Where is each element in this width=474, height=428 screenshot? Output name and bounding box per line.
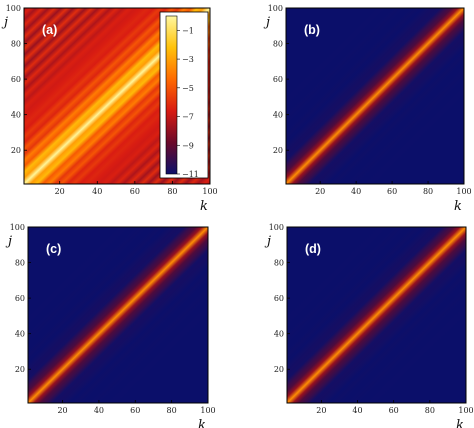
heatmap-field [28, 227, 208, 403]
y-tick-label: 60 [15, 294, 25, 303]
heatmap-field [287, 227, 466, 403]
x-tick-label: 40 [94, 406, 104, 415]
colorbar-tick-label: −5 [182, 84, 194, 93]
x-tick-label: 80 [167, 406, 177, 415]
y-tick-label: 60 [11, 75, 21, 84]
x-tick-label: 100 [202, 187, 217, 196]
y-tick-label: 100 [10, 223, 25, 232]
y-tick-label: 60 [273, 75, 283, 84]
colorbar-tick-label: −3 [182, 55, 194, 64]
y-tick-label: 80 [11, 40, 21, 49]
x-tick-label: 40 [352, 406, 362, 415]
x-tick-label: 60 [387, 187, 397, 196]
y-tick-label: 40 [15, 330, 25, 339]
y-axis-label: j [1, 15, 8, 30]
x-axis-label: k [200, 199, 208, 214]
x-tick-label: 80 [167, 187, 177, 196]
plot-frame [27, 226, 209, 404]
colorbar-tick-label: −1 [182, 26, 194, 35]
heatmap-field [286, 8, 464, 184]
panel-label: (b) [304, 23, 320, 37]
y-tick-label: 100 [6, 4, 21, 13]
y-tick-label: 20 [273, 146, 283, 155]
panel-label: (c) [46, 242, 61, 256]
colorbar-gradient [165, 15, 178, 175]
y-tick-label: 80 [273, 40, 283, 49]
x-tick-label: 20 [55, 187, 65, 196]
plot-frame [286, 226, 467, 404]
y-tick-label: 40 [274, 330, 284, 339]
y-tick-label: 80 [274, 259, 284, 268]
x-axis-label: k [456, 418, 464, 428]
colorbar-tick-label: −7 [182, 113, 194, 122]
x-tick-label: 20 [57, 406, 67, 415]
x-tick-label: 100 [456, 187, 471, 196]
x-axis-label: k [454, 199, 462, 214]
plot-frame [285, 7, 465, 185]
panel-label: (d) [305, 242, 321, 256]
x-axis-label: k [198, 418, 206, 428]
y-tick-label: 100 [268, 4, 283, 13]
y-axis-label: j [263, 15, 270, 30]
plot-frame [23, 7, 211, 185]
x-tick-label: 80 [423, 187, 433, 196]
y-tick-label: 60 [274, 294, 284, 303]
y-tick-label: 40 [11, 111, 21, 120]
x-tick-label: 40 [351, 187, 361, 196]
colorbar: −1 −3 −5 −7 −9 −11 [159, 11, 209, 179]
x-tick-label: 100 [458, 406, 473, 415]
panel-a: 20 40 60 80 100 20 40 60 80 100 k j (a) −1 −3 −5 −7 −9 −11 [1, 4, 218, 214]
panel-label: (a) [42, 23, 57, 37]
x-tick-label: 60 [130, 187, 140, 196]
colorbar-tick-label: −11 [182, 170, 199, 179]
panel-c: 20 40 60 80 100 20 40 60 80 100 k j (c) [5, 223, 216, 428]
colorbar-tick-label: −9 [182, 141, 194, 150]
y-tick-label: 20 [274, 365, 284, 374]
y-tick-label: 80 [15, 259, 25, 268]
x-tick-label: 60 [130, 406, 140, 415]
x-tick-label: 20 [315, 187, 325, 196]
y-tick-label: 40 [273, 111, 283, 120]
y-axis-label: j [264, 234, 271, 249]
x-tick-label: 80 [425, 406, 435, 415]
panel-b: 20 40 60 80 100 20 40 60 80 100 k j (b) [263, 4, 472, 214]
y-tick-label: 100 [269, 223, 284, 232]
x-tick-label: 60 [389, 406, 399, 415]
y-axis-label: j [5, 234, 12, 249]
panel-d: 20 40 60 80 100 20 40 60 80 100 k j (d) [264, 223, 474, 428]
x-tick-label: 100 [200, 406, 215, 415]
x-tick-label: 40 [92, 187, 102, 196]
x-tick-label: 20 [316, 406, 326, 415]
y-tick-label: 20 [15, 365, 25, 374]
y-tick-label: 20 [11, 146, 21, 155]
